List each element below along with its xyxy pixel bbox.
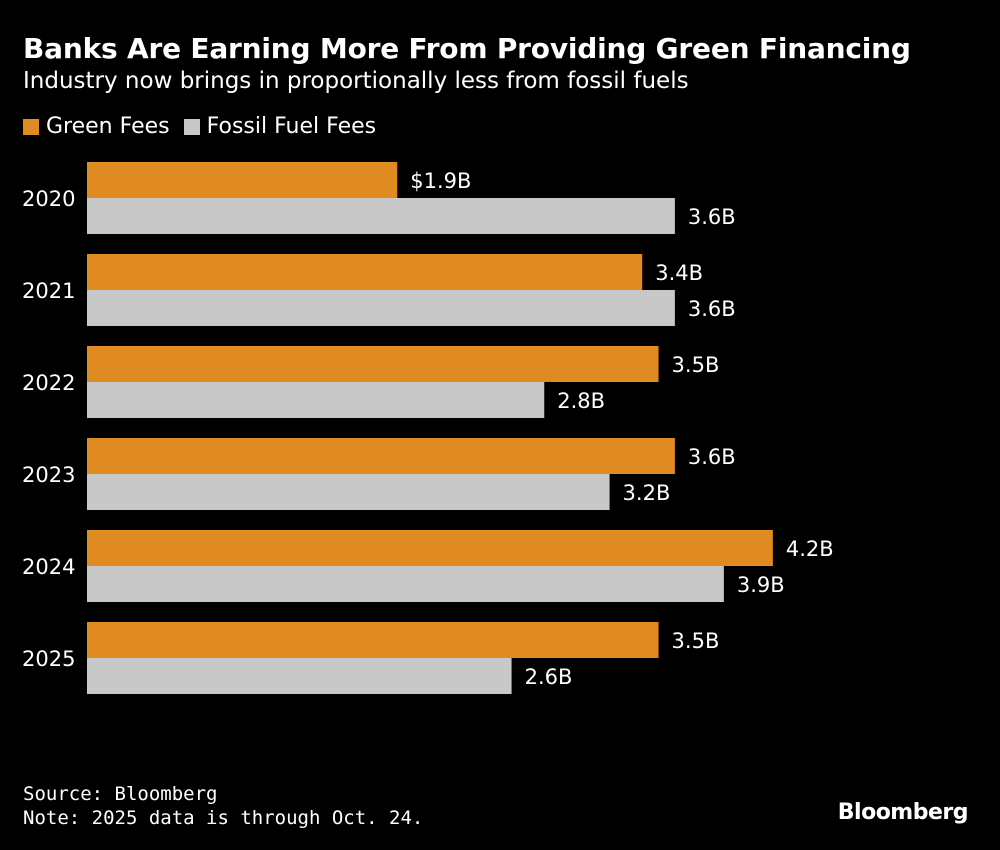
chart-subtitle: Industry now brings in proportionally le… [23,68,689,94]
data-note: Note: 2025 data is through Oct. 24. [23,807,424,829]
source-note: Source: Bloomberg [23,783,218,805]
data-label-fossil-fuel-fees-2023: 3.2B [623,481,671,505]
category-label-2023: 2023 [22,463,75,487]
bar-green-fees-2020 [87,162,398,198]
bar-fossil-fuel-fees-2021 [87,290,675,326]
chart-title: Banks Are Earning More From Providing Gr… [23,32,911,65]
data-label-green-fees-2023: 3.6B [688,445,736,469]
bar-fossil-fuel-fees-2020 [87,198,675,234]
bar-green-fees-2023 [87,438,675,474]
category-label-2025: 2025 [22,647,75,671]
legend-swatch-fossil-fuel-fees [183,118,200,135]
bar-fossil-fuel-fees-2024 [87,566,724,602]
category-label-2022: 2022 [22,371,75,395]
data-label-fossil-fuel-fees-2024: 3.9B [737,573,785,597]
bar-chart: 2020 $1.9B 3.6B 2021 3.4B 3.6B 2022 3.5B 2.8B 202… [22,162,834,694]
data-label-green-fees-2022: 3.5B [672,353,720,377]
bar-fossil-fuel-fees-2022 [87,382,545,418]
bar-green-fees-2021 [87,254,643,290]
legend-label-fossil-fuel-fees: Fossil Fuel Fees [206,114,377,139]
bar-green-fees-2025 [87,622,659,658]
legend-item-fossil-fuel-fees: Fossil Fuel Fees [183,114,377,139]
legend-swatch-green-fees [23,118,39,135]
category-label-2021: 2021 [22,279,75,303]
legend-label-green-fees: Green Fees [46,114,170,139]
bloomberg-logo: Bloomberg [837,800,969,825]
legend: Green Fees Fossil Fuel Fees [23,114,390,139]
data-label-fossil-fuel-fees-2025: 2.6B [525,665,573,689]
data-label-green-fees-2024: 4.2B [786,537,834,561]
bar-green-fees-2022 [87,346,659,382]
bar-fossil-fuel-fees-2025 [87,658,512,694]
category-label-2024: 2024 [22,555,75,579]
bar-green-fees-2024 [87,530,773,566]
data-label-green-fees-2020: $1.9B [410,169,471,193]
data-label-green-fees-2025: 3.5B [672,629,720,653]
category-label-2020: 2020 [22,187,75,211]
legend-item-green-fees: Green Fees [23,114,170,139]
data-label-fossil-fuel-fees-2020: 3.6B [688,205,736,229]
data-label-fossil-fuel-fees-2022: 2.8B [557,389,605,413]
bar-fossil-fuel-fees-2023 [87,474,610,510]
data-label-fossil-fuel-fees-2021: 3.6B [688,297,736,321]
data-label-green-fees-2021: 3.4B [655,261,703,285]
